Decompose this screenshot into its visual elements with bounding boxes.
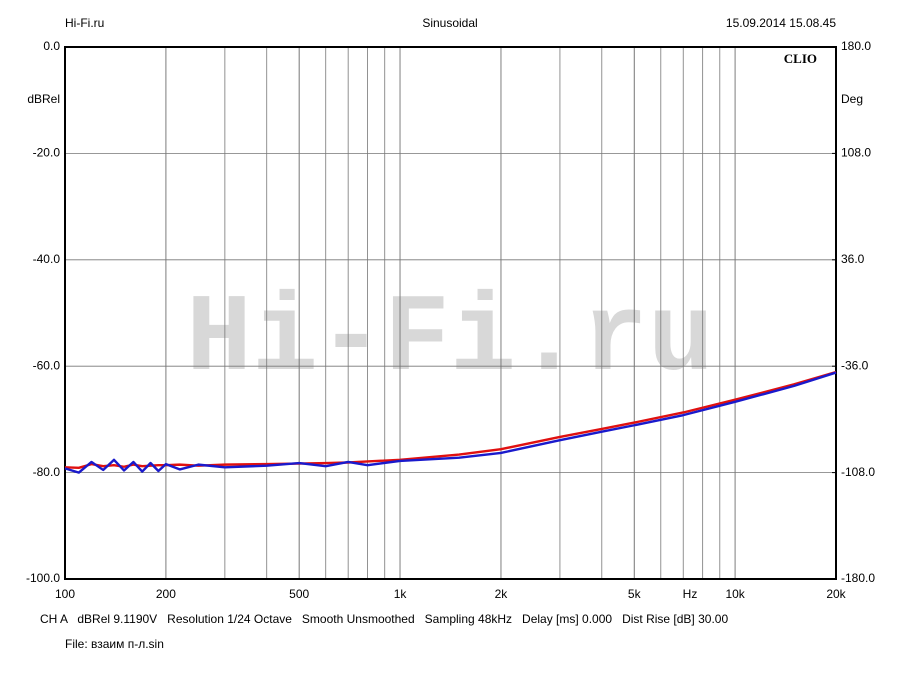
header-right: 15.09.2014 15.08.45 [726, 16, 836, 30]
file-name: File: взаим п-л.sin [65, 637, 164, 651]
watermark: Hi-Fi.ru [186, 278, 714, 403]
x-tick-label: 100 [55, 587, 75, 601]
footer: CH A dBRel 9.1190V Resolution 1/24 Octav… [40, 612, 728, 626]
chart-title: Sinusoidal [422, 16, 477, 30]
x-tick-label: 500 [289, 587, 309, 601]
x-tick-label: 10k [725, 587, 745, 601]
y2-tick-label: -36.0 [841, 358, 869, 372]
plot-frame [64, 46, 837, 580]
x-tick-label: 1k [394, 587, 408, 601]
y2-tick-label: 108.0 [841, 146, 871, 160]
x-axis-label: Hz [683, 587, 698, 601]
y-tick-label: -100.0 [26, 571, 60, 585]
y-tick-label: -40.0 [33, 252, 61, 266]
x-tick-label: 200 [156, 587, 176, 601]
y-tick-label: -60.0 [33, 358, 61, 372]
y2-tick-label: -108.0 [841, 465, 875, 479]
y2-tick-label: 36.0 [841, 252, 865, 266]
y2-tick-label: 180.0 [841, 39, 871, 53]
y-tick-label: 0.0 [43, 39, 60, 53]
y2-tick-label: -180.0 [841, 571, 875, 585]
header-left: Hi-Fi.ru [65, 16, 104, 30]
brand: CLIO [784, 51, 817, 66]
y2-axis-label: Deg [841, 92, 863, 106]
data-line [64, 371, 837, 474]
x-tick-label: 5k [628, 587, 642, 601]
y-axis-label: dBRel [27, 92, 60, 106]
x-tick-label: 2k [495, 587, 509, 601]
y-tick-label: -20.0 [33, 146, 61, 160]
x-tick-label: 20k [826, 587, 846, 601]
y-tick-label: -80.0 [33, 465, 61, 479]
